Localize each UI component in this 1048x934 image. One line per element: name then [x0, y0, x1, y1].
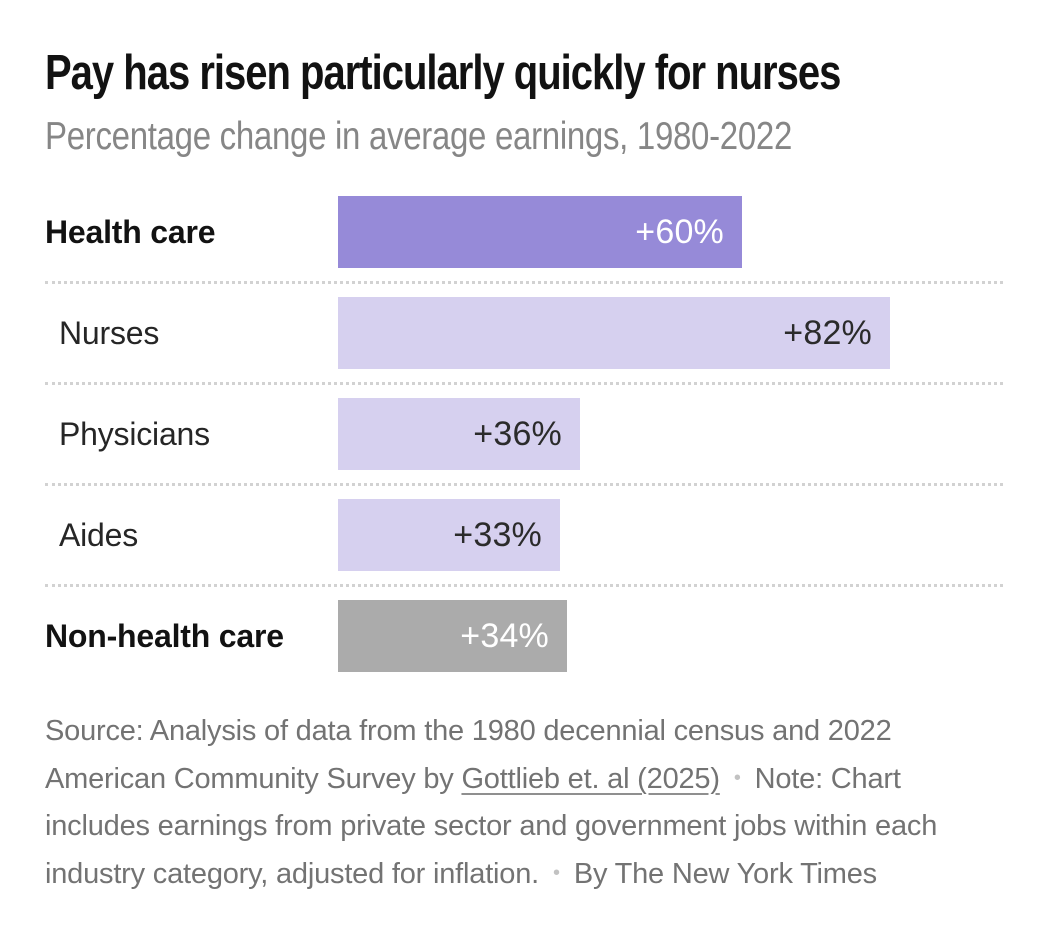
bar-row-nurses: Nurses +82% [45, 297, 1003, 369]
bar-row-health-care: Health care +60% [45, 196, 1003, 268]
chart-subtitle: Percentage change in average earnings, 1… [45, 113, 793, 158]
row-divider [45, 281, 1003, 284]
bar-track: +36% [338, 398, 1003, 470]
category-label: Physicians [59, 416, 210, 452]
bar: +33% [338, 499, 560, 571]
bar: +60% [338, 196, 742, 268]
value-label: +82% [783, 313, 872, 352]
category-label: Nurses [59, 315, 160, 351]
bar-track: +34% [338, 600, 1003, 672]
separator-dot: • [733, 767, 741, 789]
bar-track: +33% [338, 499, 1003, 571]
bar: +82% [338, 297, 890, 369]
bar: +34% [338, 600, 567, 672]
bar-track: +82% [338, 297, 1003, 369]
nyt-earnings-chart: Pay has risen particularly quickly for n… [45, 46, 1003, 898]
value-label: +33% [453, 515, 542, 554]
source-link[interactable]: Gottlieb et. al (2025) [461, 763, 720, 795]
chart-title: Pay has risen particularly quickly for n… [45, 46, 841, 100]
value-label: +34% [460, 616, 549, 655]
bar-row-aides: Aides +33% [45, 499, 1003, 571]
source-text: Source: Analysis of data from the 1980 d… [45, 715, 892, 795]
row-divider [45, 382, 1003, 385]
row-divider [45, 584, 1003, 587]
category-label: Non-health care [45, 618, 284, 654]
note-text: Note: Chart includes earnings from priva… [45, 763, 938, 890]
bar-row-non-health-care: Non-health care +34% [45, 600, 1003, 672]
category-label: Aides [59, 517, 139, 553]
bar: +36% [338, 398, 580, 470]
category-label: Health care [45, 214, 216, 250]
separator-dot: • [553, 862, 560, 884]
bar-row-physicians: Physicians +36% [45, 398, 1003, 470]
chart-footnote: Source: Analysis of data from the 1980 d… [45, 708, 1003, 898]
row-divider [45, 483, 1003, 486]
byline: By The New York Times [573, 858, 877, 890]
bar-chart: Health care +60% Nurses +82% Physicians … [45, 196, 1003, 672]
value-label: +60% [635, 212, 724, 251]
value-label: +36% [473, 414, 562, 453]
bar-track: +60% [338, 196, 1003, 268]
